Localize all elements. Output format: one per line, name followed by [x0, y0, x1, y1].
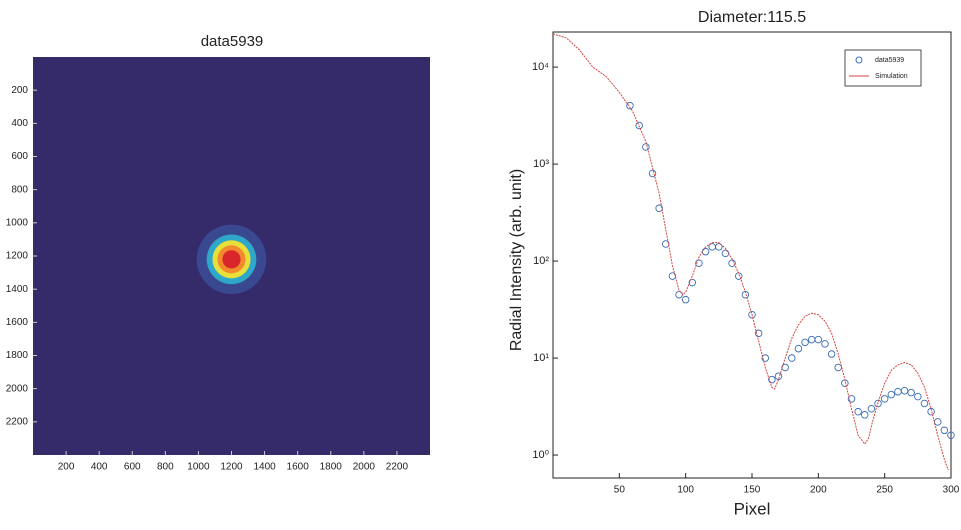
x-tick-label: 800 — [157, 462, 174, 473]
y-tick-label: 10¹ — [533, 352, 549, 364]
y-tick-label: 10⁰ — [532, 449, 549, 461]
x-tick-label: 1800 — [320, 462, 343, 473]
data-point — [695, 259, 703, 267]
data-point — [754, 329, 763, 338]
data-point — [761, 354, 770, 362]
y-tick-label: 600 — [11, 151, 28, 162]
data-point — [927, 407, 935, 416]
data-point — [681, 295, 690, 304]
data-point — [662, 240, 670, 248]
x-tick-label: 250 — [876, 485, 893, 496]
data-point — [814, 335, 823, 344]
data-point — [827, 350, 836, 358]
data-point — [900, 387, 909, 395]
data-point — [854, 407, 862, 416]
x-tick-label: 200 — [810, 485, 827, 496]
x-tick-label: 400 — [91, 462, 108, 473]
data-point — [887, 390, 896, 399]
data-point — [748, 310, 756, 319]
data-point — [715, 243, 723, 251]
data-point — [774, 372, 783, 380]
x-tick-label: 1600 — [287, 462, 310, 473]
data-point — [821, 340, 829, 348]
x-tick-label: 600 — [124, 462, 141, 473]
y-axis-label: Radial Intensity (arb. unit) — [508, 169, 525, 351]
data-point — [781, 363, 789, 372]
x-tick-label: 1000 — [187, 462, 210, 473]
data-point — [728, 259, 736, 267]
x-tick-label: 1400 — [253, 462, 276, 473]
x-tick-label: 300 — [943, 485, 960, 496]
data-point — [907, 388, 915, 397]
x-tick-label: 50 — [614, 485, 626, 496]
legend-swatch — [855, 56, 863, 64]
data-point — [626, 101, 634, 110]
y-tick-label: 1200 — [6, 251, 29, 262]
y-tick-label: 1400 — [6, 284, 29, 295]
data-point — [880, 395, 889, 403]
data-point — [668, 272, 677, 280]
data-point — [874, 399, 882, 408]
x-tick-label: 2000 — [353, 462, 376, 473]
image-feature — [222, 250, 241, 269]
x-tick-label: 2200 — [386, 462, 409, 473]
data-point — [867, 405, 876, 413]
data-point — [940, 426, 949, 435]
y-tick-label: 10³ — [533, 158, 549, 170]
x-tick-label: 100 — [677, 485, 694, 496]
y-tick-label: 10² — [533, 255, 549, 267]
x-tick-label: 200 — [58, 462, 75, 473]
y-tick-label: 10⁴ — [532, 61, 549, 73]
data-point — [861, 411, 869, 419]
data-point — [801, 338, 809, 347]
y-tick-label: 1800 — [6, 350, 29, 361]
y-tick-label: 1600 — [6, 317, 29, 328]
data-point — [847, 395, 856, 403]
data-point — [655, 204, 663, 213]
plot-area — [552, 31, 952, 479]
data-point — [788, 354, 796, 362]
data-point — [794, 344, 803, 353]
legend-label: Simulation — [875, 73, 908, 80]
data-point — [642, 143, 650, 151]
data-point — [914, 392, 922, 401]
chart-title: Diameter:115.5 — [698, 9, 806, 26]
data-point — [648, 169, 657, 178]
legend-label: data5939 — [875, 57, 904, 64]
x-tick-label: 1200 — [220, 462, 243, 473]
data-point — [947, 431, 955, 440]
legend-box — [844, 49, 922, 87]
y-tick-label: 200 — [11, 85, 28, 96]
y-tick-label: 800 — [11, 184, 28, 195]
y-tick-label: 1000 — [6, 217, 29, 228]
data-point — [635, 121, 643, 130]
y-tick-label: 2200 — [6, 416, 29, 427]
data-point — [768, 375, 776, 384]
data-point — [688, 278, 697, 287]
x-tick-label: 150 — [744, 485, 761, 496]
data-point — [920, 399, 929, 408]
series-line — [553, 33, 949, 471]
y-tick-label: 400 — [11, 118, 28, 129]
chart-title: data5939 — [201, 33, 264, 50]
x-axis-label: Pixel — [734, 499, 771, 518]
y-tick-label: 2000 — [6, 383, 29, 394]
